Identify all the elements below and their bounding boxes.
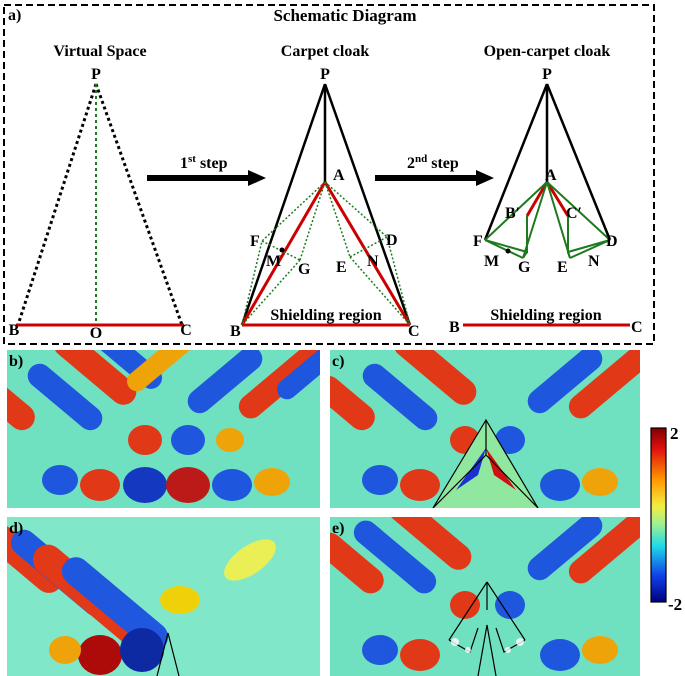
open-carpet-title: Open-carpet cloak bbox=[484, 43, 611, 60]
panel-label-c: c) bbox=[332, 353, 344, 370]
open-point-e: E bbox=[557, 259, 568, 276]
panel-label-b: b) bbox=[9, 353, 23, 370]
first-step-arrow: 1st step bbox=[147, 153, 266, 186]
point-o: O bbox=[90, 325, 102, 342]
carpet-cloak-title: Carpet cloak bbox=[281, 43, 370, 60]
panel-label-a: a) bbox=[8, 7, 21, 24]
open-point-a: A bbox=[545, 167, 557, 184]
colorbar-gradient bbox=[650, 427, 667, 603]
open-point-b-prime: B′ bbox=[505, 205, 520, 222]
carpet-shielding-label: Shielding region bbox=[270, 307, 381, 324]
panel-label-d: d) bbox=[9, 520, 23, 537]
carpet-point-c: C bbox=[408, 323, 420, 340]
open-point-b: B bbox=[449, 319, 460, 336]
carpet-point-g: G bbox=[298, 261, 311, 278]
open-point-n: N bbox=[588, 253, 600, 270]
carpet-point-f: F bbox=[250, 233, 260, 250]
open-point-c-prime: C′ bbox=[566, 205, 582, 222]
carpet-cloak-diagram: Carpet cloak P A F M G E bbox=[230, 43, 420, 340]
schematic-frame bbox=[3, 4, 655, 345]
open-point-p: P bbox=[542, 66, 552, 83]
field-panel-c bbox=[330, 350, 640, 508]
open-point-d: D bbox=[606, 233, 618, 250]
colorbar-min-label: -2 bbox=[668, 595, 682, 614]
virtual-space-title: Virtual Space bbox=[53, 43, 146, 60]
open-point-m: M bbox=[484, 253, 499, 270]
virtual-space-diagram: Virtual Space P B O C bbox=[9, 43, 192, 342]
carpet-point-n: N bbox=[367, 253, 379, 270]
point-b: B bbox=[9, 322, 20, 339]
carpet-point-b: B bbox=[230, 323, 241, 340]
schematic-title: Schematic Diagram bbox=[273, 6, 416, 25]
open-shielding-label: Shielding region bbox=[490, 307, 601, 324]
open-point-c: C bbox=[631, 319, 643, 336]
carpet-point-a: A bbox=[333, 167, 345, 184]
carpet-point-m: M bbox=[266, 253, 281, 270]
panel-label-e: e) bbox=[332, 520, 344, 537]
schematic-panel: a) Schematic Diagram Virtual Space P B O… bbox=[3, 4, 655, 345]
colorbar-max-label: 2 bbox=[670, 424, 679, 443]
virtual-left-side bbox=[16, 83, 98, 326]
open-point-f: F bbox=[473, 233, 483, 250]
open-point-g: G bbox=[518, 259, 531, 276]
open-carpet-cloak-diagram: Open-carpet cloak P A B′ bbox=[449, 43, 643, 336]
carpet-point-d: D bbox=[386, 232, 398, 249]
field-panel-b bbox=[7, 350, 320, 508]
first-step-label: 1st step bbox=[180, 153, 228, 172]
field-panel-d bbox=[7, 517, 320, 676]
colorbar: 2 -2 bbox=[650, 424, 682, 614]
second-step-label: 2nd step bbox=[407, 153, 459, 172]
carpet-point-p: P bbox=[320, 66, 330, 83]
point-p: P bbox=[91, 66, 101, 83]
second-step-arrow: 2nd step bbox=[375, 153, 494, 186]
carpet-point-e: E bbox=[336, 259, 347, 276]
virtual-right-side bbox=[94, 83, 184, 326]
field-panel-e bbox=[330, 517, 640, 676]
point-c: C bbox=[180, 322, 192, 339]
